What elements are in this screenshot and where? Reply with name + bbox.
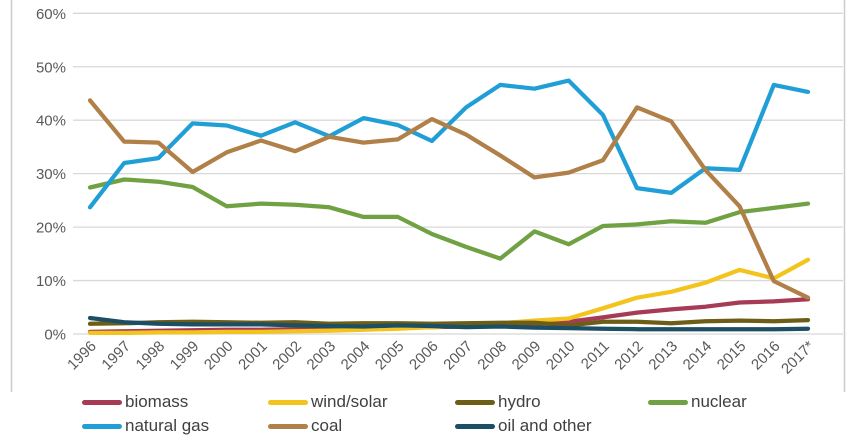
x-axis-label-2015: 2015	[714, 338, 750, 374]
y-axis-label-60: 60%	[36, 6, 66, 23]
x-axis-label-2017: 2017*	[778, 338, 818, 378]
legend-item-biomass: biomass	[82, 392, 268, 412]
x-axis-label-2006: 2006	[406, 338, 442, 374]
x-axis-label-2004: 2004	[338, 338, 374, 374]
legend-swatch-biomass	[82, 399, 122, 405]
legend-label-natural-gas: natural gas	[125, 416, 210, 435]
x-axis-label-2003: 2003	[304, 338, 340, 374]
series-line-nuclear	[87, 177, 811, 261]
legend-swatch-nuclear	[648, 399, 688, 405]
x-axis-label-1996: 1996	[64, 338, 100, 374]
legend-item-coal: coal	[268, 416, 455, 436]
legend-item-oil-other: oil and other	[455, 416, 648, 436]
legend-swatch-wind-solar	[268, 399, 308, 405]
x-axis-label-2016: 2016	[748, 338, 784, 374]
legend-label-nuclear: nuclear	[691, 392, 747, 411]
y-axis-label-0: 0%	[44, 327, 66, 344]
x-axis-label-2010: 2010	[543, 338, 579, 374]
x-axis-label-1999: 1999	[167, 338, 203, 374]
x-axis-label-2008: 2008	[474, 338, 510, 374]
x-axis-label-2005: 2005	[372, 338, 408, 374]
chart-legend: biomass wind/solar hydro nuclear natural gas…	[82, 392, 747, 436]
series-line-coal	[87, 98, 811, 300]
series-line-natural-gas	[87, 78, 811, 210]
series-line-hydro	[87, 317, 811, 328]
y-axis-label-20: 20%	[36, 220, 66, 237]
x-axis-label-2013: 2013	[645, 338, 681, 374]
x-axis-label-1998: 1998	[133, 338, 169, 374]
legend-swatch-oil-other	[455, 423, 495, 429]
x-axis-label-2000: 2000	[201, 338, 237, 374]
legend-label-hydro: hydro	[498, 392, 541, 411]
x-axis-label-2012: 2012	[611, 338, 647, 374]
legend-item-natural-gas: natural gas	[82, 416, 268, 436]
legend-swatch-natural-gas	[82, 423, 122, 429]
legend-item-hydro: hydro	[455, 392, 648, 412]
legend-item-nuclear: nuclear	[648, 392, 747, 412]
x-axis-label-2007: 2007	[440, 338, 476, 374]
x-axis-label-2009: 2009	[509, 338, 545, 374]
y-axis-label-40: 40%	[36, 113, 66, 130]
legend-swatch-hydro	[455, 399, 495, 405]
legend-label-coal: coal	[311, 416, 343, 435]
x-axis-label-2011: 2011	[578, 338, 613, 373]
legend-item-wind-solar: wind/solar	[268, 392, 455, 412]
x-axis-label-2002: 2002	[269, 338, 305, 374]
x-axis-label-2014: 2014	[680, 338, 716, 374]
y-axis-label-30: 30%	[36, 166, 66, 183]
series-line-oil-other	[87, 315, 811, 332]
y-axis-label-10: 10%	[36, 273, 66, 290]
x-axis-label-2001: 2001	[235, 338, 271, 374]
legend-label-biomass: biomass	[125, 392, 189, 411]
legend-swatch-coal	[268, 423, 308, 429]
legend-label-oil-other: oil and other	[498, 416, 592, 435]
legend-label-wind-solar: wind/solar	[311, 392, 388, 411]
y-axis-label-50: 50%	[36, 59, 66, 76]
x-axis-label-1997: 1997	[98, 338, 134, 374]
